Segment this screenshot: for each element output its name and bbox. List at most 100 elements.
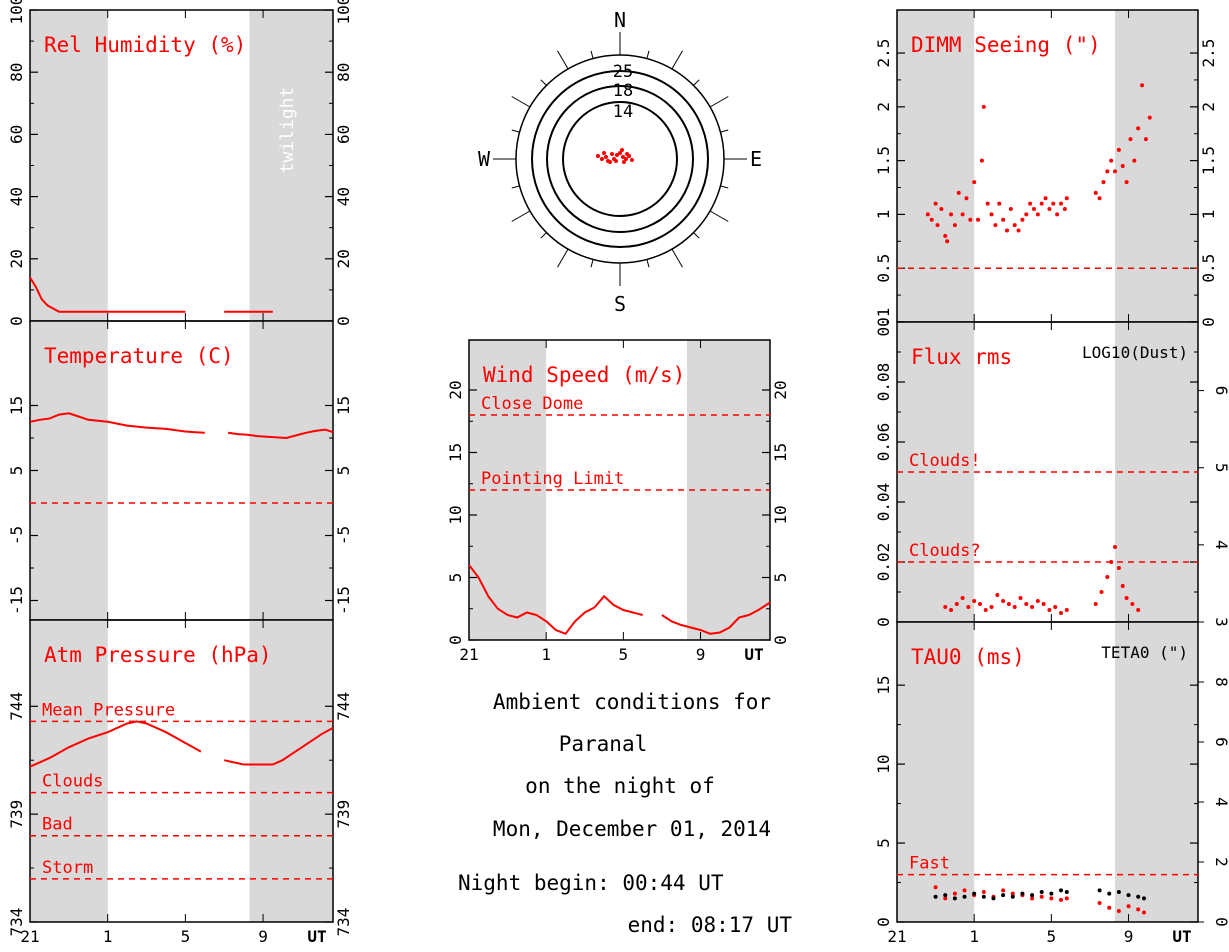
data-point	[1062, 207, 1067, 212]
data-point	[1064, 896, 1069, 901]
reference-line-label: Pointing Limit	[481, 469, 624, 489]
x-tick-label: 5	[1047, 927, 1057, 946]
y2-tick-label: 5	[1212, 463, 1229, 473]
data-point	[1039, 890, 1044, 894]
chart-seeing: 0 0 0.5 0.5 1 1 1.5 1.5 2 2 2.5 2.5 DIMM Seeing (")	[874, 9, 1218, 327]
y2-tick-label: 15	[771, 443, 790, 462]
caption-line-4: Mon, December 01, 2014	[493, 817, 771, 841]
y-tick-label: 15	[446, 443, 465, 462]
y2-tick-label: 0	[771, 635, 790, 645]
data-point	[981, 890, 986, 894]
data-point	[1051, 201, 1056, 206]
reference-line-label: Clouds!	[909, 451, 981, 471]
wind-rose-tick	[693, 232, 700, 239]
data-point	[964, 196, 969, 201]
data-point	[1130, 602, 1135, 606]
series-line	[223, 727, 334, 766]
y2-tick-label: 6	[1212, 737, 1229, 747]
chart-flux: 0 0.02 0.04 0.06 0.08 0.1 3 4 5 6 Flux rms LOG10(Du…	[874, 308, 1229, 627]
data-point	[929, 217, 934, 222]
x-unit-label: UT	[1172, 927, 1191, 946]
y-tick-label: 0.02	[874, 543, 893, 582]
data-point	[1147, 115, 1152, 120]
data-point	[933, 894, 938, 899]
data-point	[1039, 201, 1044, 206]
data-point	[1012, 605, 1017, 609]
data-point	[1004, 228, 1009, 233]
twilight-band-evening	[897, 10, 975, 322]
chart-title: DIMM Seeing (")	[911, 33, 1101, 57]
night-begin: Night begin: 00:44 UT	[458, 871, 724, 895]
data-point	[1107, 905, 1112, 910]
data-point	[979, 158, 984, 163]
series-0	[29, 276, 186, 313]
data-point	[1140, 83, 1145, 88]
data-point	[1064, 196, 1069, 201]
chart-humidity: 0 0 20 20 40 40 60 60 80 80 100 100 Rel Humidity (%)…	[7, 0, 353, 326]
data-point	[989, 212, 994, 217]
wind-rose-ring	[531, 70, 709, 248]
data-point	[1093, 602, 1098, 606]
data-point	[1020, 891, 1025, 896]
data-point	[1035, 212, 1040, 217]
data-point	[935, 223, 940, 228]
x-tick-label: 21	[459, 645, 478, 664]
series-line	[29, 720, 202, 768]
y-tick-label: 0.1	[874, 308, 893, 337]
y2-tick-label: -15	[334, 586, 353, 615]
y-tick-label: 734	[7, 908, 26, 937]
y2-tick-label: 0	[1212, 917, 1229, 927]
series-0	[29, 412, 205, 434]
y-tick-label: 60	[7, 125, 26, 144]
compass-n: N	[614, 8, 626, 32]
data-point	[1018, 596, 1023, 600]
x-tick-label: 9	[258, 927, 268, 946]
ring-label: 18	[613, 81, 633, 101]
wind-rose-tick	[671, 50, 683, 70]
series-teta0-	[933, 888, 1146, 901]
y2-tick-label: 1	[1199, 210, 1218, 220]
data-point	[1030, 605, 1035, 609]
reference-line-label: Bad	[42, 815, 73, 835]
y-tick-label: 0	[446, 635, 465, 645]
y2-tick-label: 5	[334, 466, 353, 476]
data-point	[1120, 584, 1125, 588]
y-tick-label: 20	[446, 380, 465, 399]
reference-line-label: Storm	[42, 858, 93, 878]
y-tick-label: -15	[7, 586, 26, 615]
y2-tick-label: 734	[334, 908, 353, 937]
data-point	[1028, 201, 1033, 206]
data-point	[1039, 894, 1044, 899]
data-point	[972, 180, 977, 185]
data-point	[1128, 137, 1133, 142]
wind-rose-tick	[709, 210, 729, 222]
data-point	[952, 896, 957, 901]
data-point	[1016, 228, 1021, 233]
y2-tick-label: 5	[771, 573, 790, 583]
x-tick-label: 5	[619, 645, 629, 664]
data-point	[949, 608, 954, 612]
data-point	[1116, 890, 1121, 894]
data-point	[1116, 908, 1121, 913]
wind-rose-tick	[590, 50, 594, 59]
data-point	[1024, 602, 1029, 606]
data-point	[1059, 201, 1064, 206]
data-point	[925, 212, 930, 217]
twilight-band-morning	[1115, 622, 1198, 922]
y-tick-label: -5	[7, 526, 26, 545]
twilight-band-evening	[30, 321, 108, 620]
data-point	[1136, 608, 1141, 612]
data-point	[1001, 893, 1006, 898]
y2-tick-label: 0	[334, 316, 353, 326]
wind-sample	[602, 151, 606, 155]
reference-line-label: Fast	[909, 854, 950, 874]
y-tick-label: 2.5	[874, 39, 893, 68]
chart-tau: 0510150246821159UTTAU0 (ms)TETA0 (")Fast	[874, 621, 1229, 946]
data-point	[1043, 196, 1048, 201]
y2-tick-label: 744	[334, 692, 353, 721]
x-tick-label: 1	[103, 927, 113, 946]
wind-rose-ring	[562, 101, 678, 217]
data-point	[1109, 560, 1114, 564]
data-point	[1113, 169, 1118, 174]
